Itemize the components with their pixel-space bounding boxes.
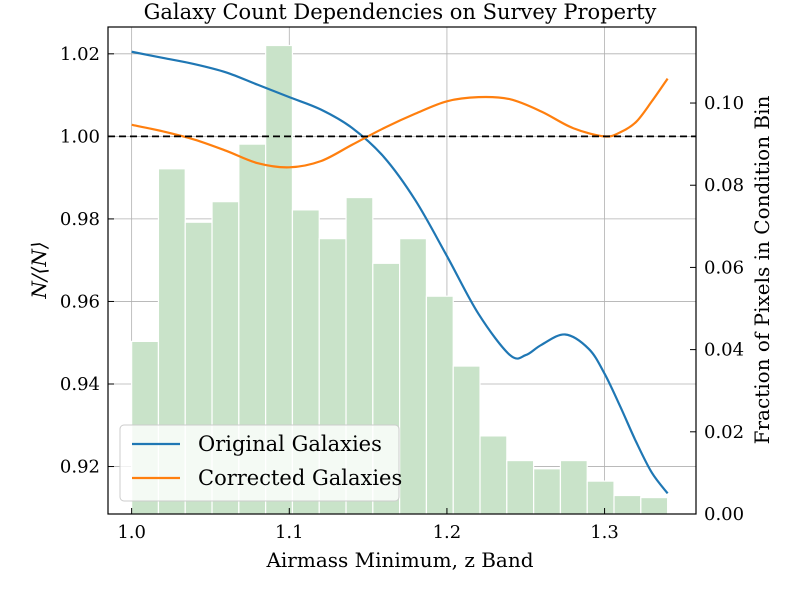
y-left-tick-label: 0.92	[60, 457, 100, 478]
histogram-bar	[452, 365, 481, 515]
y-axis-right-title: Fraction of Pixels in Condition Bin	[750, 95, 774, 444]
plot-frame	[107, 26, 697, 515]
y-right-tick-label: 0.08	[704, 175, 744, 196]
x-tick-label: 1.0	[117, 522, 146, 543]
histogram-bar	[640, 496, 669, 515]
y-right-tick-label: 0.04	[704, 340, 744, 361]
chart-title: Galaxy Count Dependencies on Survey Prop…	[144, 0, 657, 24]
y-right-tick-label: 0.02	[704, 422, 744, 443]
x-axis-title: Airmass Minimum, z Band	[265, 548, 533, 572]
series-lines	[131, 50, 669, 495]
y-right-tick-label: 0.00	[704, 504, 744, 525]
legend: Original Galaxies Corrected Galaxies	[119, 424, 402, 502]
y-left-tick-label: 1.00	[60, 126, 100, 147]
y-right-tick-label: 0.06	[704, 257, 744, 278]
x-tick-label: 1.3	[590, 522, 619, 543]
histogram-bar	[479, 435, 508, 515]
legend-label-original: Original Galaxies	[198, 432, 382, 456]
tick-labels: 1.0 1.1 1.2 1.3 0.92 0.94 0.96 0.98 1.00 1.02 0.00…	[60, 44, 744, 543]
histogram-bar	[506, 459, 535, 515]
axis-ticks	[108, 53, 696, 515]
histogram-bar	[425, 295, 454, 515]
series-line	[131, 50, 669, 495]
legend-box	[119, 424, 400, 502]
histogram-bar	[533, 468, 562, 515]
series-line	[131, 77, 669, 169]
histogram-bar	[613, 494, 642, 515]
legend-label-corrected: Corrected Galaxies	[198, 466, 402, 490]
y-left-tick-label: 0.96	[60, 291, 100, 312]
histogram-bar	[559, 459, 588, 515]
y-left-tick-label: 0.94	[60, 374, 100, 395]
y-left-tick-label: 1.02	[60, 44, 100, 65]
histogram-bar	[399, 238, 428, 515]
y-left-tick-label: 0.98	[60, 209, 100, 230]
y-right-tick-label: 0.10	[704, 93, 744, 114]
y-axis-left-title: N/⟨N⟩	[27, 241, 51, 299]
histogram-bar	[586, 480, 615, 515]
x-tick-label: 1.1	[275, 522, 304, 543]
x-tick-label: 1.2	[433, 522, 462, 543]
